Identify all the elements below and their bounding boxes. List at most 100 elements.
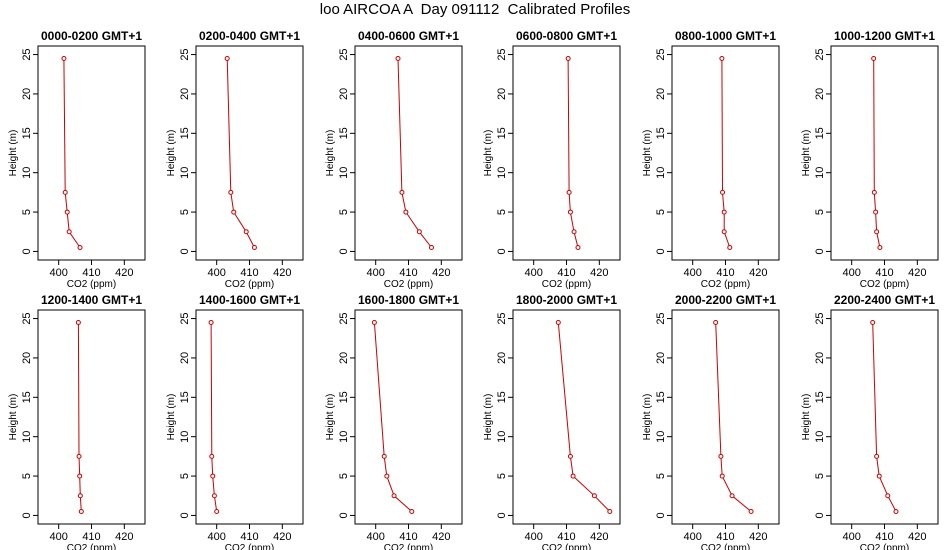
panel-11: 2000-2200 GMT+1 400 410 420 0 5 10 15 20 25 CO2 (p… — [642, 293, 780, 550]
y-tick-label: 25 — [21, 312, 33, 324]
panel-9: 1600-1800 GMT+1 400 410 420 0 5 10 15 20 25 CO2 (p… — [325, 293, 463, 550]
panel-4: 0600-0800 GMT+1 400 410 420 0 5 10 15 20 25 CO2 (p… — [483, 29, 621, 290]
y-axis-label: Height (m) — [166, 394, 177, 441]
x-axis-label: CO2 (ppm) — [225, 279, 274, 290]
x-tick-label: 400 — [50, 531, 68, 543]
profile-line — [872, 322, 897, 512]
panel-title: 1200-1400 GMT+1 — [41, 293, 142, 307]
y-tick-label: 5 — [814, 209, 826, 215]
y-tick-label: 20 — [21, 88, 33, 100]
data-point — [77, 245, 83, 251]
data-point — [871, 189, 877, 195]
data-point — [62, 189, 68, 195]
y-tick-label: 25 — [338, 312, 350, 324]
x-tick-label: 400 — [525, 531, 543, 543]
x-tick-label: 410 — [82, 531, 100, 543]
data-point — [64, 209, 70, 215]
data-point — [211, 493, 217, 499]
y-tick-label: 20 — [655, 352, 667, 364]
data-point — [870, 319, 876, 325]
data-point — [76, 453, 82, 459]
data-point — [231, 209, 237, 215]
y-tick-label: 15 — [655, 127, 667, 139]
data-point — [565, 55, 571, 61]
x-tick-label: 400 — [208, 267, 226, 279]
y-tick-label: 10 — [338, 431, 350, 443]
y-axis-label: Height (m) — [8, 130, 19, 177]
panel-2: 0200-0400 GMT+1 400 410 420 0 5 10 15 20 25 CO2 (p… — [166, 29, 304, 290]
profile-line — [567, 58, 579, 248]
data-point — [428, 245, 434, 251]
x-axis-label: CO2 (ppm) — [542, 279, 591, 290]
data-point — [721, 229, 727, 235]
data-point — [391, 493, 397, 499]
x-tick-label: 420 — [432, 531, 450, 543]
y-tick-label: 10 — [179, 431, 191, 443]
y-axis-label: Height (m) — [166, 130, 177, 177]
y-tick-label: 15 — [338, 391, 350, 403]
x-tick-label: 410 — [875, 531, 893, 543]
x-tick-label: 420 — [908, 531, 926, 543]
y-tick-label: 25 — [179, 312, 191, 324]
y-axis-label: Height (m) — [8, 394, 19, 441]
panel-1: 0000-0200 GMT+1 400 410 420 0 5 10 15 20 25 CO2 (p… — [8, 29, 146, 290]
y-axis-label: Height (m) — [801, 130, 812, 177]
data-point — [871, 55, 877, 61]
data-point — [591, 493, 597, 499]
data-point — [876, 473, 882, 479]
data-point — [416, 229, 422, 235]
data-point — [78, 509, 84, 515]
x-tick-label: 410 — [875, 267, 893, 279]
data-point — [873, 209, 879, 215]
data-point — [893, 509, 899, 515]
panel-title: 1600-1800 GMT+1 — [358, 293, 459, 307]
y-tick-label: 15 — [814, 127, 826, 139]
x-tick-label: 410 — [716, 531, 734, 543]
y-tick-label: 0 — [655, 512, 667, 518]
y-tick-label: 20 — [179, 352, 191, 364]
y-tick-label: 0 — [814, 512, 826, 518]
data-point — [403, 209, 409, 215]
data-point — [874, 453, 880, 459]
y-tick-label: 25 — [179, 48, 191, 60]
y-tick-label: 10 — [814, 431, 826, 443]
plot-frame — [37, 309, 146, 525]
plot-frame — [671, 309, 780, 525]
plot-frame — [354, 45, 463, 261]
data-point — [720, 189, 726, 195]
y-tick-label: 0 — [21, 248, 33, 254]
y-tick-label: 10 — [179, 167, 191, 179]
y-tick-label: 10 — [814, 167, 826, 179]
y-tick-label: 15 — [338, 127, 350, 139]
y-tick-label: 10 — [496, 167, 508, 179]
y-tick-label: 10 — [496, 431, 508, 443]
data-point — [575, 245, 581, 251]
y-tick-label: 5 — [179, 473, 191, 479]
x-tick-label: 400 — [367, 531, 385, 543]
y-tick-label: 20 — [338, 352, 350, 364]
data-point — [874, 229, 880, 235]
x-tick-label: 420 — [590, 531, 608, 543]
profile-line — [373, 322, 413, 512]
x-axis-label: CO2 (ppm) — [860, 543, 909, 550]
y-tick-label: 5 — [338, 473, 350, 479]
x-tick-label: 420 — [432, 267, 450, 279]
x-tick-label: 410 — [240, 267, 258, 279]
y-tick-label: 20 — [496, 88, 508, 100]
data-point — [208, 319, 214, 325]
y-tick-label: 25 — [21, 48, 33, 60]
y-tick-label: 20 — [814, 352, 826, 364]
x-tick-label: 420 — [115, 531, 133, 543]
data-point — [399, 189, 405, 195]
panel-3: 0400-0600 GMT+1 400 410 420 0 5 10 15 20 25 CO2 (p… — [325, 29, 463, 290]
profile-line — [557, 322, 611, 512]
data-point — [77, 493, 83, 499]
data-point — [570, 473, 576, 479]
y-tick-label: 0 — [179, 248, 191, 254]
data-point — [243, 229, 249, 235]
y-tick-label: 25 — [655, 312, 667, 324]
data-point — [214, 509, 220, 515]
profile-line — [63, 58, 81, 248]
x-axis-label: CO2 (ppm) — [67, 543, 116, 550]
